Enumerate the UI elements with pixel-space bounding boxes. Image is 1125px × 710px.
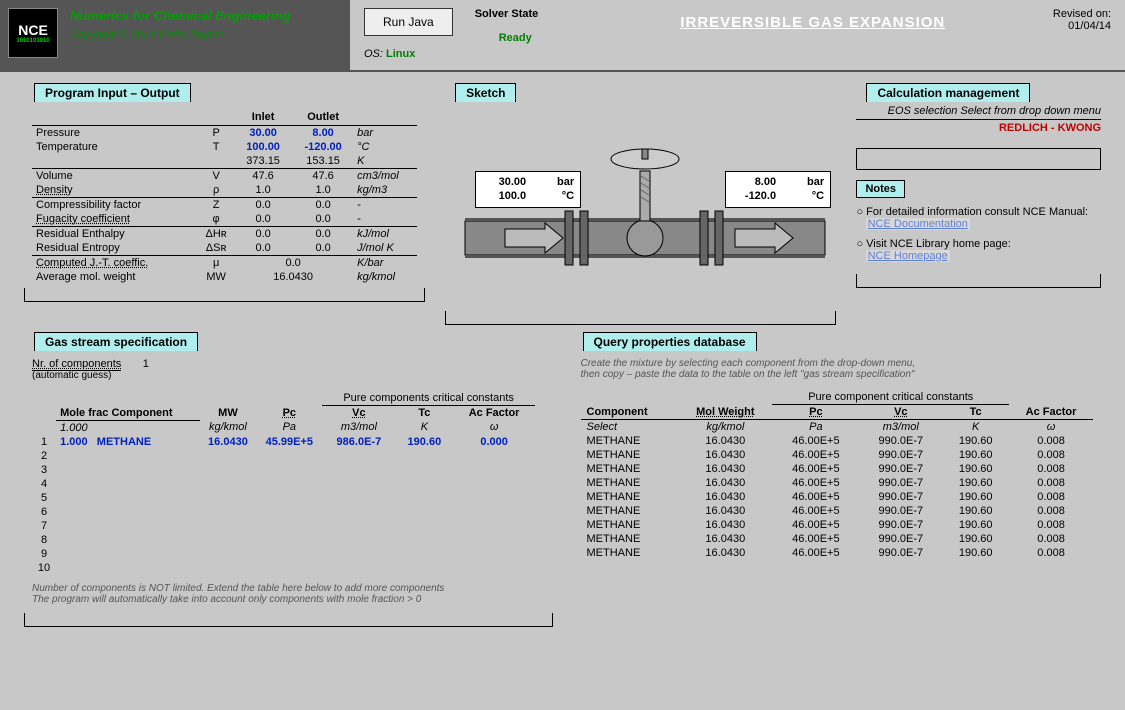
col-inlet: Inlet: [233, 109, 293, 126]
notes-title: Notes: [856, 180, 905, 198]
query-row: METHANE16.043046.00E+5990.0E-7190.600.00…: [581, 532, 1094, 546]
inlet-box: 30.00bar 100.0°C: [475, 171, 581, 208]
note1: For detailed information consult NCE Man…: [866, 206, 1088, 218]
doc-link[interactable]: NCE Documentation: [866, 218, 970, 230]
gas-panel: Gas stream specification Nr. of componen…: [24, 331, 553, 627]
query-row: METHANE16.043046.00E+5990.0E-7190.600.00…: [581, 434, 1094, 448]
os-label: OS:: [364, 48, 383, 60]
gas-row-1[interactable]: 11.000 METHANE 16.043045.99E+5986.0E-719…: [32, 435, 545, 449]
gas-note2: The program will automatically take into…: [32, 594, 545, 605]
io-row: VolumeV47.647.6cm3/mol: [32, 169, 417, 184]
copyright: Copyright © 2014 Carlo Tegano: [70, 29, 290, 41]
page-title: IRREVERSIBLE GAS EXPANSION: [680, 14, 945, 31]
io-row: TemperatureT100.00-120.00°C: [32, 140, 417, 154]
revised-box: Revised on: 01/04/14: [1039, 0, 1125, 70]
query-panel: Query properties database Create the mix…: [573, 331, 1102, 627]
calc-panel: Calculation management EOS selection Sel…: [856, 82, 1101, 325]
eos-dropdown[interactable]: REDLICH - KWONG: [856, 122, 1101, 134]
query-row: METHANE16.043046.00E+5990.0E-7190.600.00…: [581, 504, 1094, 518]
io-row: Densityρ1.01.0kg/m3: [32, 183, 417, 198]
io-panel: Program Input – Output InletOutlet Press…: [24, 82, 425, 325]
io-row: Fugacity coefficientφ0.00.0-: [32, 212, 417, 227]
home-link[interactable]: NCE Homepage: [866, 250, 950, 262]
brand-box: NCE1010101010 Numerics for Chemical Engi…: [0, 0, 350, 70]
eos-label: EOS selection Select from drop down menu: [856, 105, 1101, 120]
gas-table: Pure components critical constants Mole …: [32, 391, 545, 575]
query-row: METHANE16.043046.00E+5990.0E-7190.600.00…: [581, 476, 1094, 490]
query-table: Pure component critical constants Compon…: [581, 390, 1094, 560]
logo-icon: NCE1010101010: [8, 8, 58, 58]
sketch-title: Sketch: [455, 83, 516, 102]
col-outlet: Outlet: [293, 109, 353, 126]
io-row: Residual EnthalpyΔHʀ0.00.0kJ/mol: [32, 227, 417, 242]
solver-box: Solver State Ready: [467, 0, 587, 70]
component-select[interactable]: Select: [581, 420, 679, 435]
run-box: Run Java OS: Linux: [350, 0, 467, 70]
note2: Visit NCE Library home page:: [866, 238, 1011, 250]
auto-guess: (automatic guess): [32, 370, 545, 381]
query-hint1: Create the mixture by selecting each com…: [581, 358, 1094, 369]
query-row: METHANE16.043046.00E+5990.0E-7190.600.00…: [581, 518, 1094, 532]
outlet-box: 8.00bar -120.0°C: [725, 171, 831, 208]
mw-label: Average mol. weight: [32, 270, 199, 284]
io-table: InletOutlet PressureP30.008.00barTempera…: [32, 109, 417, 284]
gas-title: Gas stream specification: [34, 332, 198, 351]
eos-blank: [856, 148, 1101, 170]
query-row: METHANE16.043046.00E+5990.0E-7190.600.00…: [581, 448, 1094, 462]
gas-note1: Number of components is NOT limited. Ext…: [32, 583, 545, 594]
run-java-button[interactable]: Run Java: [364, 8, 453, 36]
io-title: Program Input – Output: [34, 83, 191, 102]
ncomp-value: 1: [143, 358, 149, 370]
io-row: 373.15153.15K: [32, 154, 417, 169]
jt-label: Computed J.-T. coeffic.: [32, 256, 199, 271]
io-row: Compressibility factorZ0.00.0-: [32, 198, 417, 213]
page-title-box: IRREVERSIBLE GAS EXPANSION: [587, 0, 1039, 70]
io-row: PressureP30.008.00bar: [32, 126, 417, 141]
brand-title: Numerics for Chemical Engineering: [70, 8, 290, 23]
os-value: Linux: [386, 48, 415, 60]
query-row: METHANE16.043046.00E+5990.0E-7190.600.00…: [581, 546, 1094, 560]
query-hint2: then copy – paste the data to the table …: [581, 369, 1094, 380]
query-row: METHANE16.043046.00E+5990.0E-7190.600.00…: [581, 490, 1094, 504]
app-header: NCE1010101010 Numerics for Chemical Engi…: [0, 0, 1125, 72]
query-row: METHANE16.043046.00E+5990.0E-7190.600.00…: [581, 462, 1094, 476]
revised-date: 01/04/14: [1053, 20, 1111, 32]
solver-state-label: Solver State: [475, 8, 579, 20]
query-title: Query properties database: [583, 332, 757, 351]
calc-title: Calculation management: [866, 83, 1030, 102]
revised-label: Revised on:: [1053, 8, 1111, 20]
sketch-panel: Sketch: [445, 82, 836, 325]
io-row: Residual EntropyΔSʀ0.00.0J/mol K: [32, 241, 417, 256]
solver-state-value: Ready: [499, 32, 579, 44]
